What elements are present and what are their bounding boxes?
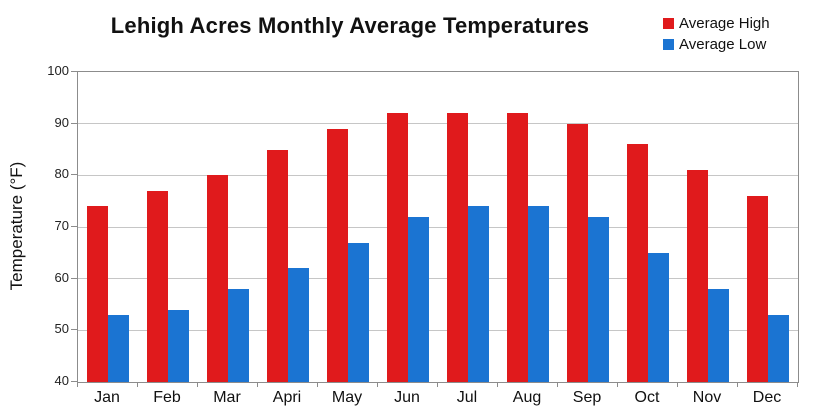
x-tick-1	[137, 382, 138, 387]
x-tick-2	[197, 382, 198, 387]
bar-average-low-jan	[108, 314, 129, 382]
y-axis-title: Temperature (°F)	[7, 161, 26, 291]
bar-average-low-dec	[768, 314, 789, 382]
gridline-90	[78, 123, 798, 125]
x-tick-label-apri: Apri	[272, 389, 302, 406]
bar-average-high-may	[327, 128, 348, 382]
gridline-60	[78, 278, 798, 280]
x-tick-label-sep: Sep	[572, 389, 602, 406]
x-tick-9	[617, 382, 618, 387]
bar-average-high-dec	[747, 196, 768, 382]
bar-average-low-jun	[408, 216, 429, 382]
bar-average-low-apri	[288, 268, 309, 382]
bar-average-low-oct	[648, 252, 669, 382]
gridline-80	[78, 174, 798, 176]
y-tick-label-60: 60	[54, 269, 69, 285]
bar-average-low-mar	[228, 289, 249, 382]
bar-average-high-jul	[447, 113, 468, 382]
x-tick-label-nov: Nov	[692, 389, 722, 406]
bar-average-low-nov	[708, 289, 729, 382]
bar-average-high-apri	[267, 149, 288, 382]
x-tick-10	[677, 382, 678, 387]
bar-average-high-jan	[87, 206, 108, 382]
y-tick-100	[71, 71, 77, 72]
bar-average-low-feb	[168, 309, 189, 382]
bar-average-high-nov	[687, 170, 708, 382]
bar-average-low-jul	[468, 206, 489, 382]
legend-swatch-high	[663, 18, 674, 29]
y-tick-90	[71, 122, 77, 124]
y-tick-50	[71, 329, 77, 331]
gridline-50	[78, 329, 798, 331]
bar-average-high-mar	[207, 175, 228, 382]
y-tick-80	[71, 174, 77, 176]
x-tick-7	[497, 382, 498, 387]
y-tick-40	[71, 381, 77, 382]
x-tick-8	[557, 382, 558, 387]
bar-average-high-sep	[567, 123, 588, 382]
x-tick-label-jan: Jan	[94, 389, 120, 406]
x-tick-label-dec: Dec	[752, 389, 782, 406]
bar-average-low-may	[348, 242, 369, 382]
x-tick-label-oct: Oct	[634, 389, 660, 406]
x-tick-label-feb: Feb	[153, 389, 181, 406]
chart-title: Lehigh Acres Monthly Average Temperature…	[110, 13, 590, 38]
x-tick-5	[377, 382, 378, 387]
x-tick-3	[257, 382, 258, 387]
bar-average-low-aug	[528, 206, 549, 382]
x-tick-label-jun: Jun	[394, 389, 420, 406]
y-tick-label-40: 40	[54, 373, 69, 388]
y-tick-70	[71, 226, 77, 227]
y-tick-label-50: 50	[54, 321, 69, 337]
y-tick-label-80: 80	[54, 166, 69, 182]
legend-label-low: Average Low	[679, 36, 767, 53]
legend: Average High Average Low	[663, 15, 770, 57]
gridline-70	[78, 226, 798, 228]
x-tick-6	[437, 382, 438, 387]
y-tick-label-70: 70	[54, 218, 69, 233]
x-tick-label-may: May	[331, 389, 363, 406]
x-tick-4	[317, 382, 318, 387]
bar-average-high-oct	[627, 144, 648, 382]
legend-item-average-low: Average Low	[663, 36, 770, 53]
bar-average-low-sep	[588, 216, 609, 382]
x-tick-label-aug: Aug	[512, 389, 542, 406]
legend-item-average-high: Average High	[663, 15, 770, 32]
plot-area	[77, 71, 799, 383]
bar-average-high-feb	[147, 190, 168, 382]
x-tick-0	[77, 382, 78, 387]
x-tick-12	[797, 382, 798, 387]
y-tick-label-90: 90	[54, 114, 69, 130]
x-tick-label-mar: Mar	[213, 389, 241, 406]
legend-swatch-low	[663, 39, 674, 50]
bar-average-high-aug	[507, 113, 528, 382]
y-tick-label-100: 100	[47, 63, 69, 78]
x-tick-label-jul: Jul	[456, 389, 478, 406]
y-tick-60	[71, 277, 77, 279]
x-tick-11	[737, 382, 738, 387]
bar-average-high-jun	[387, 113, 408, 382]
legend-label-high: Average High	[679, 15, 770, 32]
